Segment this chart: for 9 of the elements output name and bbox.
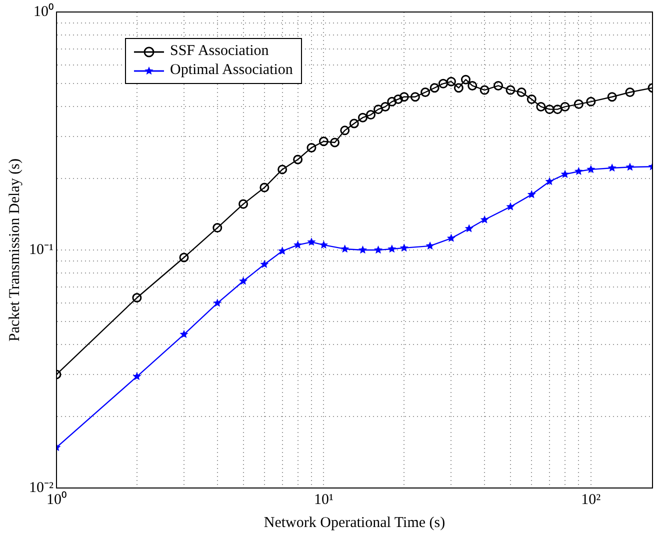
y-tick-label: 10⁰ — [33, 2, 54, 20]
legend-label: Optimal Association — [170, 62, 293, 78]
y-tick-label: 10⁻¹ — [28, 242, 54, 258]
x-axis-title: Network Operational Time (s) — [264, 514, 446, 531]
x-tick-label: 10² — [581, 492, 602, 508]
x-tick-label: 10¹ — [314, 492, 334, 508]
y-axis-title: Packet Transmission Delay (s) — [6, 158, 23, 342]
x-tick-label: 10⁰ — [46, 490, 66, 508]
legend-label: SSF Association — [170, 43, 269, 59]
